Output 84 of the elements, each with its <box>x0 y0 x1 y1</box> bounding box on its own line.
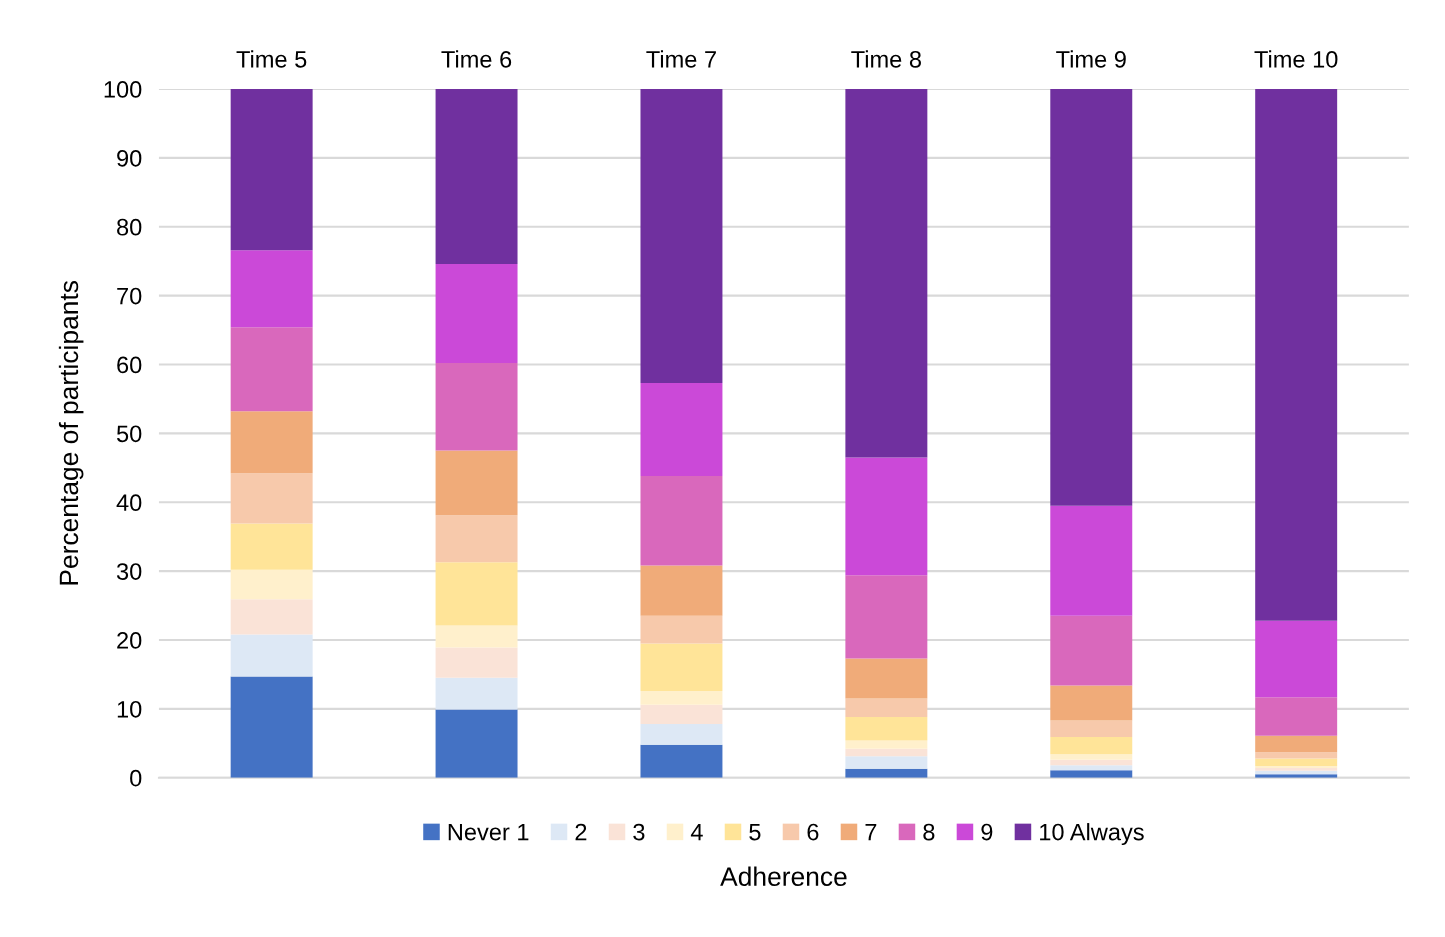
bar <box>640 704 723 724</box>
bar <box>640 476 723 566</box>
bar <box>640 643 723 691</box>
legend-label: 4 <box>690 823 703 841</box>
bar <box>1255 697 1338 736</box>
bar <box>845 748 928 757</box>
bar <box>230 327 313 412</box>
bar <box>640 89 723 384</box>
x-tick-label: Time 10 <box>1254 50 1338 68</box>
y-tick-label: 50 <box>116 425 142 443</box>
legend-label: 8 <box>923 823 935 841</box>
bar <box>1050 685 1133 721</box>
legend-label: 3 <box>633 823 645 841</box>
bar <box>845 658 928 699</box>
y-tick-label: 20 <box>117 632 142 649</box>
bar <box>230 473 313 524</box>
bar <box>230 569 313 600</box>
bar <box>845 740 928 749</box>
y-tick-label: 30 <box>116 563 142 580</box>
y-tick-label: 70 <box>117 287 142 305</box>
bar <box>1255 752 1338 759</box>
bar <box>640 690 723 705</box>
legend-label: 7 <box>865 823 877 841</box>
bar <box>230 676 313 778</box>
bar <box>435 450 518 516</box>
bar <box>1050 615 1133 686</box>
bar <box>230 599 313 635</box>
y-tick-label: 100 <box>104 81 142 98</box>
bar <box>435 647 518 678</box>
bar <box>1050 759 1133 766</box>
bar <box>640 615 723 644</box>
bar <box>640 744 723 778</box>
bar <box>845 457 928 576</box>
bar <box>845 756 928 769</box>
bar <box>845 575 928 659</box>
x-tick-label: Time 9 <box>1056 50 1126 68</box>
bar <box>1255 89 1338 621</box>
bar <box>435 89 518 264</box>
bar <box>435 709 518 778</box>
bar <box>845 717 928 741</box>
y-tick-label: 80 <box>117 218 142 236</box>
bar <box>1050 770 1133 778</box>
bar <box>845 698 928 718</box>
y-tick-label: 90 <box>117 149 142 167</box>
bar <box>1255 758 1338 766</box>
bar <box>435 625 518 648</box>
bar <box>230 634 313 677</box>
bar <box>1050 754 1133 760</box>
y-tick-label: 40 <box>116 494 142 512</box>
bar <box>435 562 518 626</box>
bar <box>1050 737 1133 755</box>
bar <box>1050 505 1133 616</box>
bar <box>1255 735 1338 753</box>
x-tick-label: Time 8 <box>851 50 921 68</box>
x-axis-title: Adherence <box>720 866 847 886</box>
bar <box>1050 720 1133 738</box>
legend-label: 5 <box>749 823 761 841</box>
bar <box>640 565 723 616</box>
y-tick-label: 0 <box>130 769 142 787</box>
bar <box>230 523 313 570</box>
legend-label: 9 <box>981 823 993 841</box>
y-tick-label: 10 <box>117 700 142 718</box>
bar <box>1050 765 1133 771</box>
legend-label: Never 1 <box>448 823 529 841</box>
bar <box>230 411 313 474</box>
bar <box>230 89 313 251</box>
bar <box>845 89 928 458</box>
bar <box>435 363 518 451</box>
bar <box>230 250 313 328</box>
bar <box>1255 620 1338 698</box>
legend-label: 2 <box>575 823 587 841</box>
bar <box>640 723 723 745</box>
bar <box>1050 89 1133 506</box>
bar <box>435 677 518 710</box>
x-tick-label: Time 6 <box>441 50 512 68</box>
bar <box>640 383 723 477</box>
bar <box>435 515 518 563</box>
x-tick-label: Time 5 <box>236 50 307 68</box>
x-tick-label: Time 7 <box>646 50 716 68</box>
legend-label: 10 Always <box>1040 823 1144 846</box>
bar <box>435 263 518 364</box>
y-tick-label: 60 <box>117 356 142 374</box>
y-axis-title: Percentage of participants <box>58 281 84 585</box>
legend-label: 6 <box>807 823 819 841</box>
